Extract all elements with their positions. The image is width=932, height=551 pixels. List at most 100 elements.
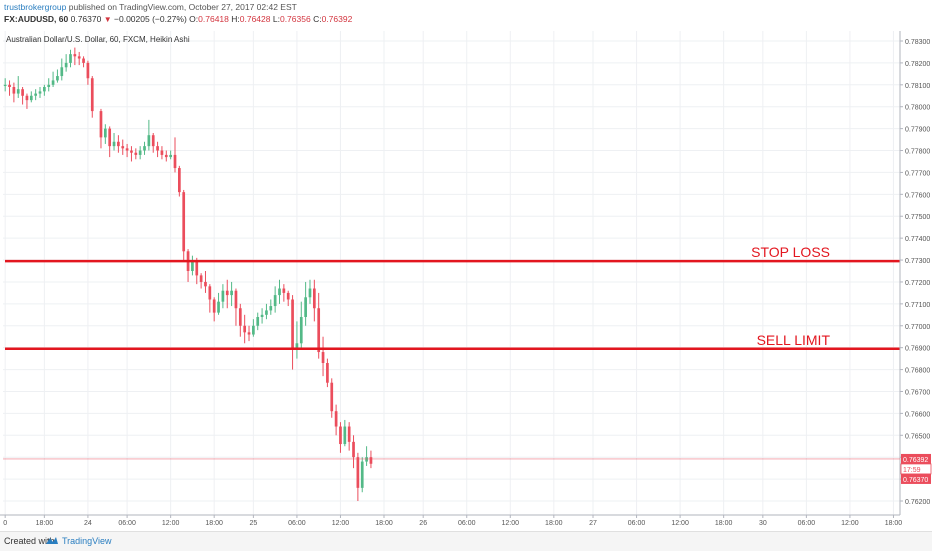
close-value: 0.76392: [321, 14, 353, 24]
x-tick-label: 12:00: [841, 520, 859, 527]
tradingview-brand[interactable]: TradingView: [62, 536, 112, 546]
candle-up: [60, 67, 64, 77]
candle-down: [212, 299, 216, 313]
y-tick-label: 0.77200: [905, 280, 930, 287]
candle-down: [330, 382, 334, 412]
y-tick-label: 0.77900: [905, 127, 930, 134]
candle-up: [295, 343, 299, 348]
x-tick-label: 06:00: [458, 520, 476, 527]
candle-down: [99, 111, 103, 138]
candle-up: [138, 150, 142, 155]
candle-down: [195, 260, 199, 276]
chart-area[interactable]: Australian Dollar/U.S. Dollar, 60, FXCM,…: [0, 31, 932, 531]
x-tick-label: 12:00: [162, 520, 180, 527]
candle-down: [326, 363, 329, 383]
x-tick-label: 24: [84, 520, 92, 527]
y-tick-label: 0.77100: [905, 302, 930, 309]
x-tick-label: 0: [3, 520, 7, 527]
candle-down: [352, 441, 355, 458]
last-price: 0.76370: [70, 14, 102, 24]
y-tick-label: 0.76800: [905, 368, 930, 375]
candles: [3, 47, 373, 501]
tradingview-logo-icon: [46, 537, 58, 544]
candle-up: [169, 154, 172, 158]
candle-down: [321, 352, 325, 363]
x-tick-label: 06:00: [118, 520, 136, 527]
x-tick-label: 18:00: [205, 520, 223, 527]
candle-down: [334, 411, 338, 427]
candle-up: [308, 288, 312, 298]
candle-down: [8, 84, 11, 87]
candle-down: [108, 128, 112, 147]
horizontal-line-label: STOP LOSS: [751, 244, 830, 260]
candle-up: [51, 80, 55, 85]
candle-down: [243, 325, 247, 333]
candle-down: [151, 135, 155, 147]
candle-down: [21, 89, 24, 96]
low-label: L:: [272, 14, 280, 24]
candle-down: [125, 148, 129, 151]
candle-up: [269, 306, 273, 311]
y-tick-label: 0.77500: [905, 214, 930, 221]
candle-up: [252, 325, 255, 335]
candle-up: [365, 457, 368, 462]
candle-down: [225, 290, 229, 296]
price-chart[interactable]: Australian Dollar/U.S. Dollar, 60, FXCM,…: [0, 31, 932, 531]
y-tick-label: 0.77600: [905, 192, 930, 199]
current-price-value: 0.76392: [903, 457, 928, 464]
y-tick-label: 0.76700: [905, 389, 930, 396]
y-tick-label: 0.78200: [905, 61, 930, 68]
candle-down: [117, 141, 120, 147]
x-tick-label: 12:00: [502, 520, 520, 527]
x-tick-label: 18:00: [715, 520, 733, 527]
price-axis[interactable]: 0.78300 0.78200 0.78100 0.78000 0.77900 0.778…: [899, 31, 930, 515]
chart-title: Australian Dollar/U.S. Dollar, 60, FXCM,…: [6, 35, 190, 44]
candle-down: [12, 87, 16, 94]
x-tick-label: 27: [589, 520, 597, 527]
open-label: O:: [189, 14, 199, 24]
candle-up: [230, 290, 233, 296]
candle-up: [304, 297, 307, 317]
down-arrow-icon: ▼: [103, 15, 112, 24]
y-tick-label: 0.77300: [905, 258, 930, 265]
y-tick-label: 0.76500: [905, 433, 930, 440]
close-price-value: 0.76370: [903, 477, 928, 484]
candle-up: [16, 89, 20, 94]
close-label: C:: [313, 14, 322, 24]
candle-down: [130, 150, 133, 153]
y-tick-label: 0.78300: [905, 39, 930, 46]
candle-up: [143, 146, 146, 151]
y-tick-label: 0.76600: [905, 411, 930, 418]
time-axis[interactable]: 0 18:00 24 06:00 12:00 18:00 25 06:00 12:00 18:00…: [0, 514, 902, 527]
candle-down: [199, 275, 203, 282]
candle-up: [278, 288, 281, 296]
candle-down: [25, 95, 29, 101]
candle-down: [160, 150, 164, 155]
x-tick-label: 06:00: [798, 520, 816, 527]
author-link[interactable]: trustbrokergroup: [4, 2, 67, 12]
horizontal-line-label: SELL LIMIT: [757, 332, 831, 348]
candle-up: [29, 95, 33, 101]
y-tick-label: 0.76200: [905, 499, 930, 506]
price-change: −0.00205 (−0.27%): [114, 14, 187, 24]
y-tick-label: 0.78000: [905, 105, 930, 112]
low-value: 0.76356: [279, 14, 311, 24]
y-tick-label: 0.77400: [905, 236, 930, 243]
y-tick-label: 0.76900: [905, 346, 930, 353]
candle-down: [73, 54, 77, 57]
y-tick-label: 0.77700: [905, 170, 930, 177]
y-tick-label: 0.78100: [905, 83, 930, 90]
candle-up: [47, 84, 51, 87]
y-tick-label: 0.77800: [905, 149, 930, 156]
open-value: 0.76418: [198, 14, 229, 24]
horizontal-lines[interactable]: STOP LOSS SELL LIMIT: [5, 244, 900, 351]
x-tick-label: 06:00: [628, 520, 646, 527]
x-tick-label: 25: [249, 520, 257, 527]
candle-down: [339, 426, 342, 445]
candle-up: [191, 260, 194, 271]
candle-up: [260, 314, 264, 317]
candle-down: [238, 308, 242, 326]
candle-up: [343, 426, 347, 445]
x-tick-label: 18:00: [36, 520, 54, 527]
candle-down: [86, 62, 90, 79]
